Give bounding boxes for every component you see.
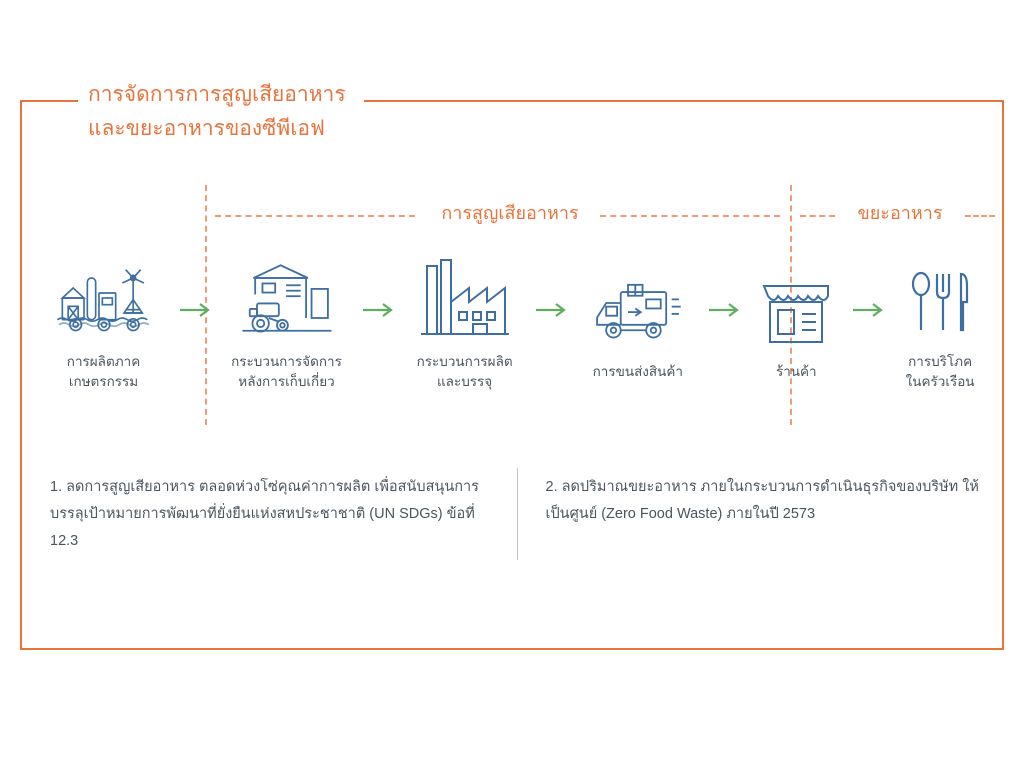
stage-agri-caption: การผลิตภาค เกษตรกรรม	[67, 352, 140, 391]
stage-process-caption: กระบวนการผลิต และบรรจุ	[417, 352, 513, 391]
stage-process: กระบวนการผลิต และบรรจุ	[396, 258, 533, 391]
farm-icon	[54, 258, 154, 338]
utensils-icon	[890, 258, 990, 338]
truck-icon	[588, 268, 688, 348]
section-label-food-loss: การสูญเสียอาหาร	[420, 198, 600, 227]
hdash-waste-left	[800, 215, 835, 217]
hdash-loss-right	[600, 215, 780, 217]
frame-top-right	[364, 100, 1004, 102]
page-title: การจัดการการสูญเสียอาหาร และขยะอาหารของซ…	[88, 78, 358, 145]
arrow-icon	[177, 301, 213, 319]
stage-postharvest: กระบวนการจัดการ หลังการเก็บเกี่ยว	[213, 258, 360, 391]
arrow-icon	[706, 301, 742, 319]
stage-transport-caption: การขนส่งสินค้า	[593, 362, 683, 382]
title-line1: การจัดการการสูญเสียอาหาร	[88, 78, 358, 112]
arrow-icon	[360, 301, 396, 319]
stage-postharvest-caption: กระบวนการจัดการ หลังการเก็บเกี่ยว	[231, 352, 342, 391]
stage-transport: การขนส่งสินค้า	[569, 268, 706, 382]
goal-2: 2. ลดปริมาณขยะอาหาร ภายในกระบวนการดำเนิน…	[517, 468, 985, 560]
hdash-loss-left	[215, 215, 415, 217]
stage-retail: ร้านค้า	[742, 268, 850, 382]
stage-consume: การบริโภค ในครัวเรือน	[886, 258, 994, 391]
arrow-icon	[850, 301, 886, 319]
stage-retail-caption: ร้านค้า	[776, 362, 817, 382]
frame-top-left	[20, 100, 78, 102]
shop-icon	[746, 268, 846, 348]
title-line2: และขยะอาหารของซีพีเอฟ	[88, 112, 358, 146]
goals-row: 1. ลดการสูญเสียอาหาร ตลอดห่วงโซ่คุณค่ากา…	[40, 468, 984, 560]
factory-icon	[415, 258, 515, 338]
goal-1: 1. ลดการสูญเสียอาหาร ตลอดห่วงโซ่คุณค่ากา…	[40, 468, 517, 560]
stage-agri: การผลิตภาค เกษตรกรรม	[30, 258, 177, 391]
hdash-waste-right	[965, 215, 995, 217]
warehouse-icon	[237, 258, 337, 338]
flow-row: การผลิตภาค เกษตรกรรม กระบวนการจัดการ หล	[30, 235, 994, 415]
stage-consume-caption: การบริโภค ในครัวเรือน	[906, 352, 975, 391]
section-label-food-waste: ขยะอาหาร	[840, 198, 960, 227]
arrow-icon	[533, 301, 569, 319]
